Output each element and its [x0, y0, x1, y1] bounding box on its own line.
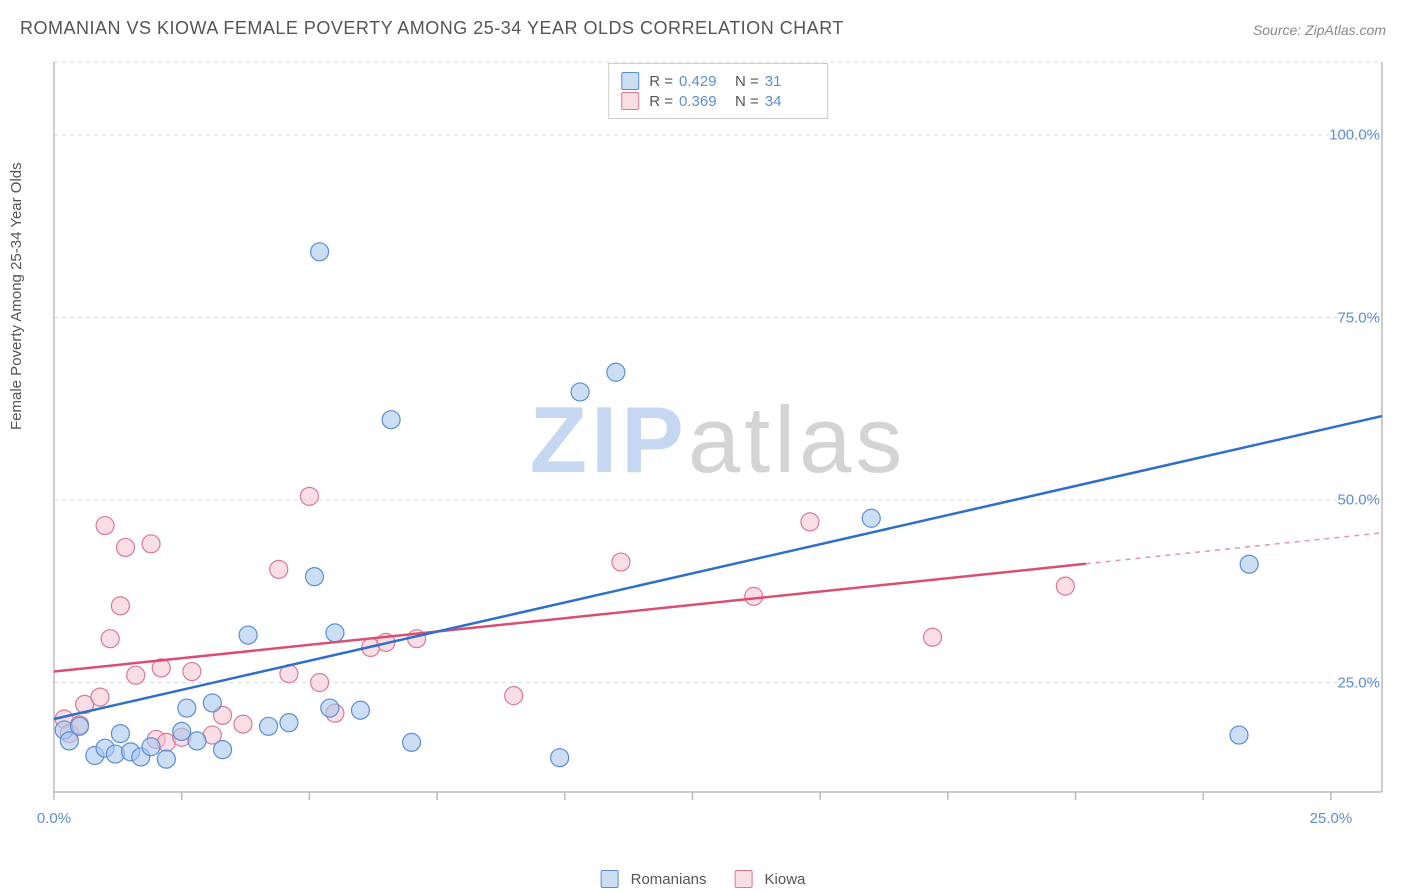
y-tick-label: 100.0% — [1329, 127, 1380, 144]
r-label: R = — [649, 93, 673, 110]
y-tick-label: 25.0% — [1337, 674, 1380, 691]
n-label: N = — [735, 93, 759, 110]
swatch-blue — [621, 72, 639, 90]
swatch-pink — [735, 870, 753, 888]
plot-area: ZIPatlas R = 0.429 N = 31 R = 0.369 N = … — [48, 60, 1388, 820]
source-label: Source: ZipAtlas.com — [1253, 22, 1386, 38]
y-tick-label: 75.0% — [1337, 309, 1380, 326]
series-legend: Romanians Kiowa — [601, 870, 806, 888]
chart-title: ROMANIAN VS KIOWA FEMALE POVERTY AMONG 2… — [20, 18, 844, 39]
series-item-kiowa: Kiowa — [735, 870, 806, 888]
y-tick-label: 50.0% — [1337, 492, 1380, 509]
r-value: 0.429 — [679, 73, 729, 90]
x-tick-label: 0.0% — [37, 810, 71, 827]
swatch-blue — [601, 870, 619, 888]
series-item-romanians: Romanians — [601, 870, 707, 888]
stats-row-blue: R = 0.429 N = 31 — [621, 72, 815, 90]
r-value: 0.369 — [679, 93, 729, 110]
correlation-chart: ROMANIAN VS KIOWA FEMALE POVERTY AMONG 2… — [0, 0, 1406, 892]
stats-row-pink: R = 0.369 N = 34 — [621, 92, 815, 110]
r-label: R = — [649, 73, 673, 90]
series-label: Romanians — [631, 871, 707, 888]
n-value: 31 — [765, 73, 815, 90]
n-value: 34 — [765, 93, 815, 110]
x-tick-label: 25.0% — [1310, 810, 1353, 827]
stats-legend: R = 0.429 N = 31 R = 0.369 N = 34 — [608, 63, 828, 119]
y-axis-label: Female Poverty Among 25-34 Year Olds — [8, 162, 25, 430]
swatch-pink — [621, 92, 639, 110]
n-label: N = — [735, 73, 759, 90]
chart-svg — [48, 60, 1388, 820]
series-label: Kiowa — [765, 871, 806, 888]
